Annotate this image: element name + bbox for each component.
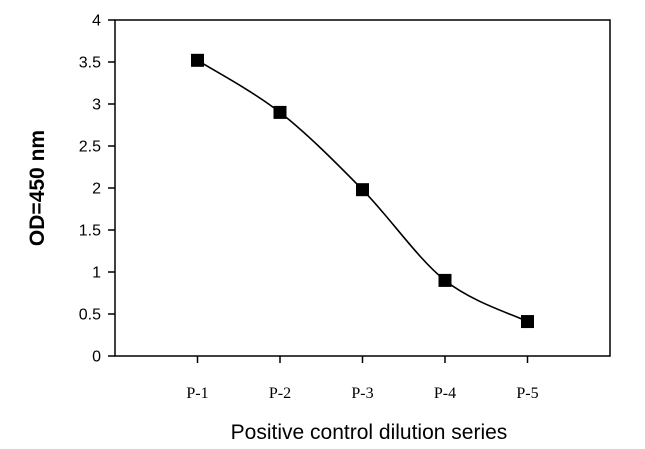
data-point-p-3 xyxy=(356,183,369,197)
x-tick-label: P-3 xyxy=(351,385,373,402)
x-tick-label: P-2 xyxy=(269,385,291,402)
y-tick-label: 1.5 xyxy=(79,223,101,240)
data-point-p-5 xyxy=(521,315,534,329)
y-tick-label: 2.5 xyxy=(79,139,101,156)
x-axis-ticks: P-1 P-2 P-3 P-4 P-5 xyxy=(186,356,539,402)
y-tick-label: 2 xyxy=(92,181,101,198)
x-tick-label: P-1 xyxy=(186,385,208,402)
y-tick-label: 3 xyxy=(92,97,101,114)
data-point-p-4 xyxy=(438,273,452,287)
x-tick-label: P-4 xyxy=(434,385,456,402)
y-tick-label: 3.5 xyxy=(79,55,101,72)
series-group xyxy=(191,53,534,329)
y-tick-label: 4 xyxy=(92,13,101,30)
y-axis-ticks: 0 0.5 1 1.5 2 2.5 3 3.5 4 xyxy=(79,13,115,366)
y-tick-label: 0 xyxy=(92,349,101,366)
x-tick-label: P-5 xyxy=(516,385,538,402)
data-point-p-1 xyxy=(191,53,204,67)
y-tick-label: 1 xyxy=(92,265,101,282)
y-axis-title: OD=450 nm xyxy=(26,130,49,246)
data-point-p-2 xyxy=(273,105,287,119)
y-tick-label: 0.5 xyxy=(79,307,101,324)
x-axis-title: Positive control dilution series xyxy=(231,421,508,444)
